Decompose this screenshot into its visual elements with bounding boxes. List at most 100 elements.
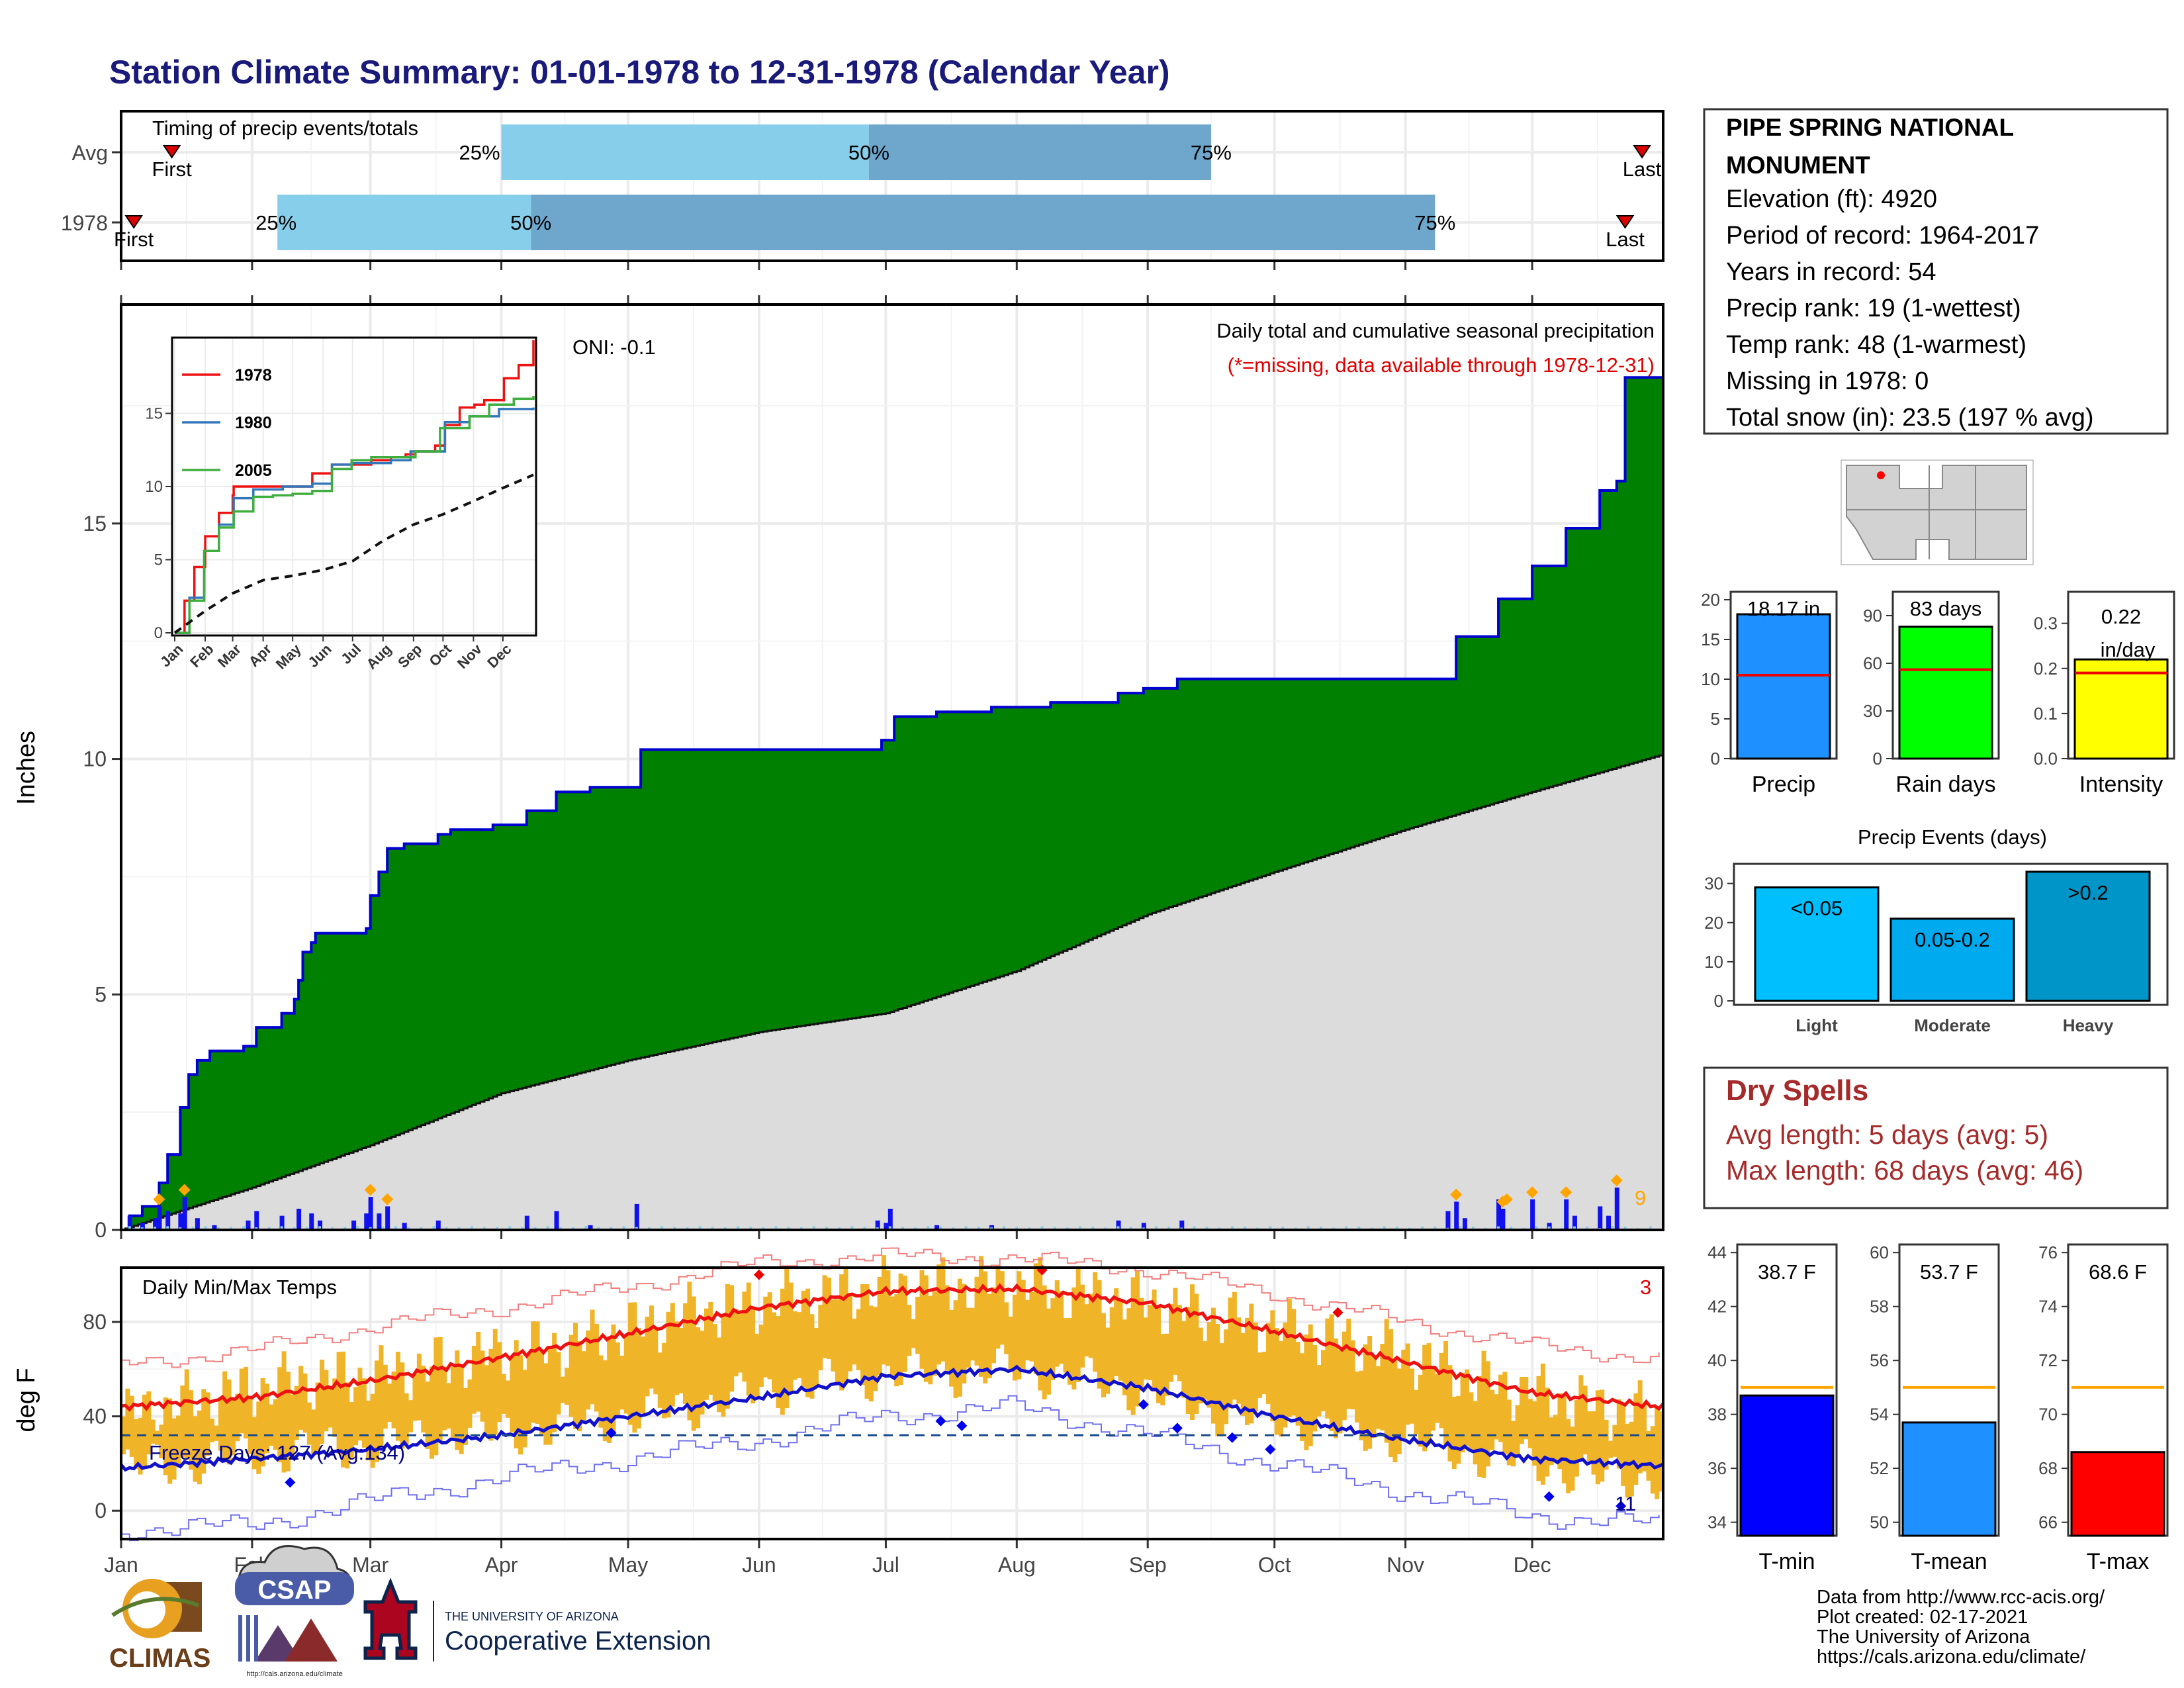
t-max-chart-y-tick-label: 74 <box>2038 1297 2058 1317</box>
daily-temp-bar <box>1388 1329 1394 1457</box>
precip-event-bar-moderate <box>1889 917 2015 1002</box>
daily-temp-bar <box>340 1351 345 1468</box>
daily-temp-bar <box>1616 1399 1621 1469</box>
timing-title: Timing of precip events/totals <box>152 117 418 140</box>
t-max-chart-y-tick-label: 72 <box>2038 1350 2058 1370</box>
month-label-nov: Nov <box>1387 1553 1424 1577</box>
daily-temp-bar <box>430 1366 434 1459</box>
intensity-chart-y-tick-label: 0.1 <box>2034 704 2058 724</box>
daily-temp-bar <box>150 1419 156 1444</box>
daily-avg-bar <box>850 1226 854 1230</box>
daily-temp-bar <box>704 1308 709 1400</box>
daily-temp-bar <box>395 1352 400 1441</box>
daily-temp-bar <box>1169 1303 1174 1382</box>
daily-precip-bar <box>524 1215 529 1230</box>
daily-temp-bar <box>425 1382 430 1450</box>
daily-temp-bar <box>907 1305 912 1356</box>
daily-temp-bar <box>1527 1399 1533 1448</box>
daily-temp-bar <box>269 1404 274 1446</box>
t-mean-chart-y-tick-label: 50 <box>1870 1513 1889 1532</box>
daily-temp-bar <box>1456 1395 1461 1464</box>
daily-temp-bar <box>1173 1288 1178 1375</box>
daily-temp-bar <box>320 1359 325 1444</box>
daily-precip-bar <box>178 1213 183 1230</box>
daily-temp-bar <box>302 1373 308 1433</box>
intensity-chart-category-label: Intensity <box>2079 772 2163 797</box>
daily-temp-bar <box>193 1416 198 1482</box>
daily-temp-bar <box>666 1311 671 1418</box>
intensity-label-unit: in/day <box>2101 638 2156 661</box>
daily-temp-bar <box>607 1336 612 1443</box>
daily-temp-bar <box>784 1267 790 1409</box>
precip-event-category: Moderate <box>1914 1015 1991 1035</box>
t-mean-chart-y-tick-label: 60 <box>1870 1243 1889 1262</box>
inset-x-tick-label: Oct <box>426 640 455 669</box>
precip-total-chart-y-tick-label: 10 <box>1701 669 1720 689</box>
inset-series-2005 <box>175 395 535 634</box>
daily-temp-bar <box>1312 1344 1318 1432</box>
daily-temp-bar <box>1578 1375 1584 1461</box>
daily-avg-bar <box>723 1227 727 1230</box>
daily-avg-bar <box>939 1227 942 1230</box>
intensity-chart-y-tick-label: 0.2 <box>2034 659 2058 679</box>
daily-temp-bar <box>484 1365 489 1435</box>
daily-temp-bar <box>949 1309 954 1387</box>
daily-temp-bar <box>1042 1285 1047 1399</box>
daily-temp-bar <box>898 1273 903 1385</box>
precip-event-y-tick-label: 30 <box>1704 874 1723 894</box>
timing-label-75: 75% <box>1414 211 1455 234</box>
daily-avg-bar <box>204 1226 207 1230</box>
daily-precip-bar <box>212 1225 217 1230</box>
daily-temp-bar <box>670 1303 675 1407</box>
daily-temp-bar <box>1396 1368 1402 1454</box>
footer-credits: Data from http://www.rcc-acis.org/ Plot … <box>1817 1587 2105 1667</box>
daily-temp-bar <box>873 1307 878 1391</box>
daily-temp-bar <box>1177 1305 1182 1382</box>
daily-avg-bar <box>686 1227 689 1230</box>
daily-temp-bar <box>970 1307 976 1361</box>
daily-temp-bar <box>222 1371 228 1462</box>
daily-temp-bar <box>1490 1389 1495 1450</box>
daily-temp-bar <box>1190 1284 1195 1421</box>
daily-temp-bar <box>189 1390 194 1470</box>
daily-temp-bar <box>1502 1372 1508 1454</box>
precip-panel-frame <box>120 303 1664 1231</box>
month-label-jul: Jul <box>872 1553 899 1577</box>
daily-temp-bar <box>801 1290 806 1387</box>
daily-avg-bar <box>381 1227 385 1230</box>
month-label-jan: Jan <box>104 1553 138 1577</box>
daily-temp-bar <box>311 1409 316 1455</box>
daily-temp-bar <box>391 1371 396 1429</box>
station-location-dot <box>1877 471 1885 479</box>
daily-avg-bar <box>1319 1226 1322 1230</box>
daily-temp-bar <box>1367 1335 1373 1449</box>
record-min-marker <box>1543 1491 1555 1502</box>
daily-temp-bar <box>1046 1308 1051 1395</box>
daily-avg-bar <box>369 1227 372 1230</box>
record-max-marker <box>1332 1307 1343 1318</box>
daily-temp-bar <box>260 1378 265 1467</box>
daily-temp-bar <box>1426 1343 1432 1444</box>
daily-temp-bar <box>1481 1350 1486 1478</box>
daily-temp-bar <box>1101 1313 1106 1398</box>
daily-temp-bar <box>412 1374 418 1421</box>
daily-temp-bar <box>641 1336 646 1413</box>
precip-event-y-tick-label: 10 <box>1704 952 1723 972</box>
daily-temp-bar <box>1126 1308 1132 1411</box>
daily-avg-bar <box>1547 1226 1551 1230</box>
daily-avg-bar <box>1244 1227 1247 1230</box>
daily-temp-bar <box>1160 1334 1165 1406</box>
daily-temp-bar <box>978 1256 983 1377</box>
daily-temp-bar <box>467 1379 473 1428</box>
daily-avg-bar <box>774 1226 778 1230</box>
daily-temp-bar <box>361 1378 367 1448</box>
daily-temp-bar <box>602 1360 608 1442</box>
footer-line3: The University of Arizona <box>1817 1626 2030 1648</box>
daily-temp-bar <box>657 1352 662 1408</box>
daily-temp-bar <box>1287 1298 1292 1417</box>
daily-avg-bar <box>1383 1226 1386 1230</box>
record-min-marker <box>606 1427 617 1438</box>
daily-temp-bar <box>526 1352 531 1433</box>
daily-temp-bar <box>488 1348 494 1441</box>
daily-precip-bar <box>351 1220 357 1230</box>
